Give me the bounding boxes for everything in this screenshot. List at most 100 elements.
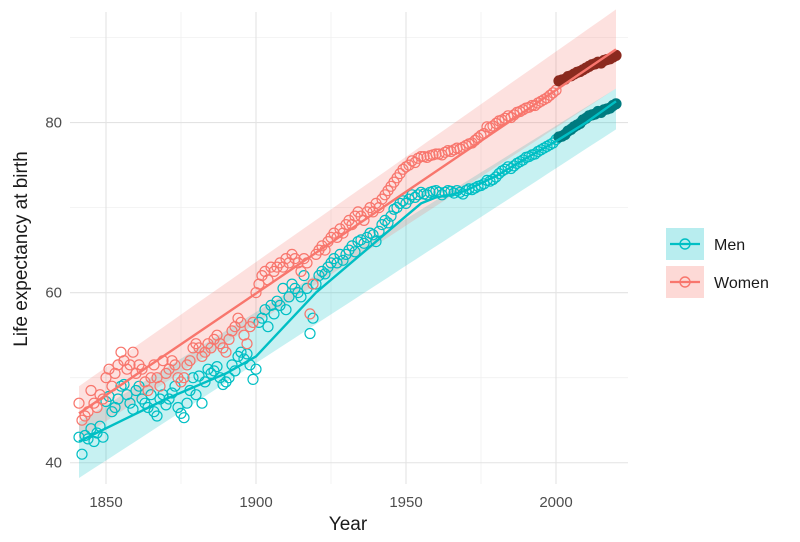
point-men xyxy=(412,189,424,201)
point-women xyxy=(169,359,181,371)
point-women xyxy=(220,346,232,358)
point-men xyxy=(172,401,184,414)
point-men xyxy=(370,236,382,248)
point-men xyxy=(337,254,349,266)
point-women xyxy=(490,117,502,130)
point-men xyxy=(205,367,217,379)
point-men xyxy=(358,237,370,249)
point-women xyxy=(85,384,97,397)
point-men xyxy=(319,268,331,280)
point-men xyxy=(124,397,136,409)
y-tick-label: 60 xyxy=(45,285,62,302)
point-women xyxy=(73,397,85,409)
point-men xyxy=(283,291,295,303)
point-men xyxy=(193,370,205,382)
point-men xyxy=(73,431,85,443)
point-women xyxy=(295,265,307,277)
confidence-band-men xyxy=(79,88,616,478)
point-women xyxy=(145,372,157,384)
point-men xyxy=(91,427,103,439)
point-men xyxy=(190,389,202,401)
point-men xyxy=(142,401,154,414)
grid-layer xyxy=(70,12,628,484)
y-tick-label: 40 xyxy=(45,455,62,472)
point-men xyxy=(151,410,163,422)
x-tick-label: 1950 xyxy=(389,494,422,511)
point-men xyxy=(517,154,529,166)
point-women xyxy=(178,372,190,384)
point-men xyxy=(268,308,280,320)
point-women xyxy=(247,316,259,328)
point-men xyxy=(349,246,361,258)
point-men xyxy=(382,217,394,229)
point-women xyxy=(142,384,154,397)
x-axis-title: Year xyxy=(329,514,368,535)
point-women xyxy=(97,393,109,405)
point-women xyxy=(415,151,427,163)
point-men xyxy=(166,387,178,399)
trend-line-men xyxy=(78,100,617,443)
point-women xyxy=(136,363,148,375)
point-men xyxy=(217,378,229,391)
point-men xyxy=(118,378,130,391)
point-men xyxy=(490,171,502,183)
point-women xyxy=(547,87,559,99)
point-men xyxy=(76,448,88,460)
point-men xyxy=(394,197,406,209)
x-tick-label: 2000 xyxy=(539,494,572,511)
point-men xyxy=(181,397,193,409)
point-men xyxy=(97,431,109,443)
point-men xyxy=(199,376,211,388)
point-men xyxy=(187,372,199,384)
point-women xyxy=(529,99,541,112)
legend-item-men: Men xyxy=(666,228,745,260)
legend-marker-men xyxy=(679,238,691,250)
trend-lines xyxy=(78,48,617,443)
point-men xyxy=(235,346,247,358)
point-men xyxy=(529,148,541,160)
point-women xyxy=(430,148,442,160)
point-men xyxy=(547,137,559,149)
point-men xyxy=(211,361,223,373)
point-women xyxy=(154,380,166,392)
legend-label-men: Men xyxy=(714,237,745,254)
point-women xyxy=(112,359,124,371)
legend-label-women: Women xyxy=(714,275,769,292)
point-men xyxy=(295,291,307,303)
y-tick-label: 80 xyxy=(45,115,62,132)
point-women xyxy=(304,308,316,320)
point-men xyxy=(385,210,397,222)
legend: Men Women xyxy=(666,228,769,298)
point-women xyxy=(397,163,409,175)
point-men xyxy=(277,282,289,294)
legend-item-women: Women xyxy=(666,266,769,298)
point-men xyxy=(178,412,190,424)
point-men xyxy=(304,327,316,340)
trend-line-women xyxy=(78,48,617,415)
point-women xyxy=(235,316,247,328)
point-women xyxy=(523,101,535,113)
point-men xyxy=(355,234,367,246)
point-women xyxy=(127,346,139,358)
point-men xyxy=(397,195,409,207)
point-men xyxy=(280,304,292,316)
legend-marker-women xyxy=(679,276,691,288)
point-men xyxy=(250,363,262,375)
point-women xyxy=(103,363,115,375)
point-men xyxy=(508,160,520,172)
point-women xyxy=(241,338,253,350)
point-men xyxy=(262,321,274,333)
x-tick-label: 1850 xyxy=(89,494,122,511)
point-men xyxy=(112,393,124,405)
point-men xyxy=(196,397,208,409)
x-tick-label: 1900 xyxy=(239,494,272,511)
point-women xyxy=(184,355,196,367)
point-women xyxy=(124,359,136,371)
point-women xyxy=(307,278,319,290)
tick-labels: 1850 1900 1950 2000 40 60 80 xyxy=(45,115,572,511)
point-men xyxy=(367,229,379,241)
point-men xyxy=(334,248,346,260)
point-men xyxy=(373,225,385,237)
point-women xyxy=(526,99,538,112)
